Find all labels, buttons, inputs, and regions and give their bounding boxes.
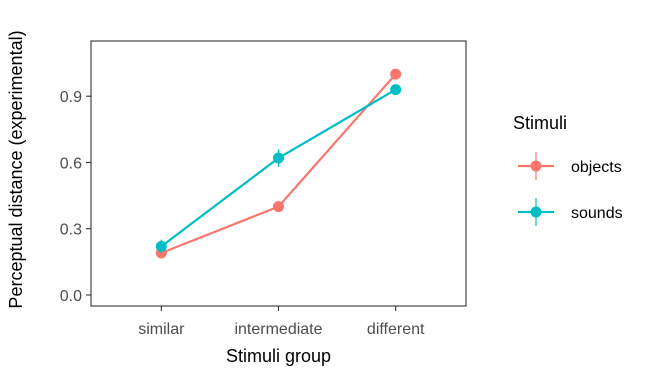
plot-layer [155,68,402,259]
y-tick-label: 0.6 [60,155,82,172]
data-point [273,152,284,164]
legend-title: Stimuli [513,113,567,133]
legend-label: objects [571,159,622,176]
data-point [390,84,402,96]
data-point [273,201,284,213]
legend-key-point [530,160,542,172]
data-point [155,240,167,252]
x-tick-label: intermediate [234,321,322,338]
axes-layer: 0.0 0.3 0.6 0.9 similar intermediate different [60,89,425,338]
legend: Stimuli objects sounds [513,113,623,226]
x-tick-label: similar [138,321,185,338]
legend-entry-sounds: sounds [518,198,623,226]
data-point [390,68,402,80]
y-tick-label: 0.9 [60,89,82,106]
legend-label: sounds [571,205,623,222]
series-sounds [155,84,402,253]
y-tick-label: 0.3 [60,222,82,239]
legend-entry-objects: objects [518,152,622,180]
legend-key-point [530,206,542,218]
x-axis-title: Stimuli group [226,346,331,366]
y-tick-label: 0.0 [60,288,82,305]
x-tick-label: different [367,321,425,338]
y-axis-title: Perceptual distance (experimental) [6,30,26,308]
